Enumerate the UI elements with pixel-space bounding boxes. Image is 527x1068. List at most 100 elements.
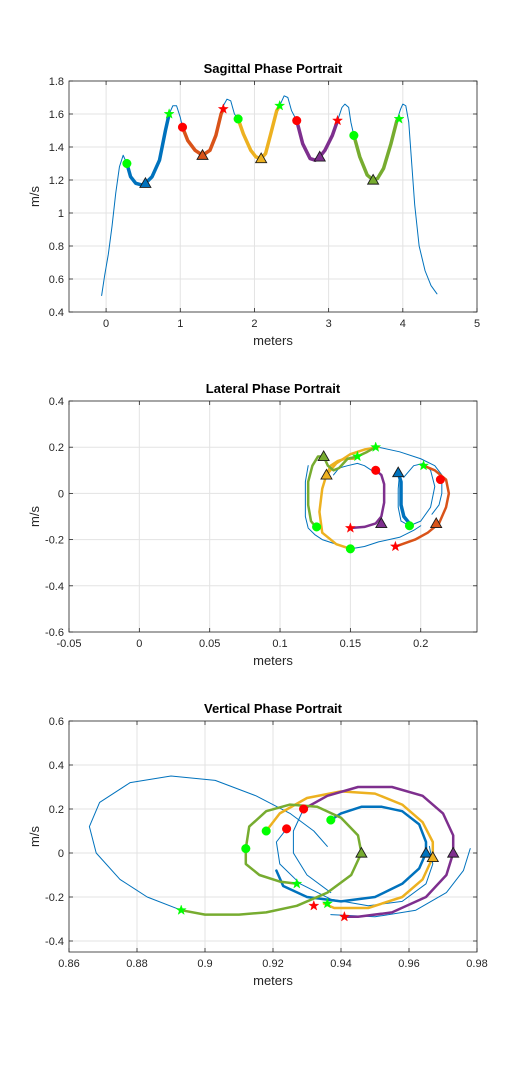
series-line: [88, 775, 328, 911]
x-tick-label: 0.92: [262, 958, 283, 970]
x-tick-label: 0.86: [58, 958, 79, 970]
x-tick-label: 0: [136, 638, 142, 650]
circle-marker: [292, 116, 302, 126]
triangle-marker: [426, 850, 440, 862]
y-tick-label: 0.4: [49, 396, 64, 408]
circle-marker: [404, 521, 415, 531]
circle-marker: [349, 130, 359, 140]
series-line: [349, 469, 386, 530]
chart-title: Sagittal Phase Portrait: [204, 61, 343, 76]
star-marker: [321, 897, 333, 909]
triangle-marker: [254, 152, 268, 164]
y-tick-label: -0.2: [45, 892, 64, 904]
x-tick-label: 5: [474, 318, 480, 330]
x-tick-label: 3: [326, 318, 332, 330]
x-tick-label: -0.05: [56, 638, 81, 650]
chart-vertical: 0.86 0.88 0.9 0.92 0.94 0.96 0.98 -0.4 -0.2 0 0.2 0…: [27, 701, 488, 988]
x-tick-label: 0.88: [126, 958, 147, 970]
series-line: [244, 847, 299, 886]
x-axis-label: meters: [253, 333, 293, 348]
star-marker: [332, 114, 344, 126]
curves: [304, 445, 451, 551]
plot-area: [69, 81, 477, 312]
y-tick-label: -0.6: [45, 627, 64, 639]
star-marker: [175, 904, 187, 915]
tick-labels: 0 1 2 3 4 5 0.4 0.6 0.8 1 1.2 1.4 1.6 1.8: [49, 76, 480, 330]
markers: [312, 441, 445, 554]
star-marker: [217, 103, 229, 114]
series-line: [378, 446, 443, 515]
series-line: [292, 808, 332, 894]
y-tick-label: 0.4: [49, 307, 64, 319]
y-tick-label: 0.4: [49, 760, 64, 772]
x-tick-label: 0.15: [340, 638, 361, 650]
star-marker: [308, 899, 320, 911]
circle-marker: [282, 824, 292, 834]
circle-marker: [122, 158, 132, 169]
chart-lateral: -0.05 0 0.05 0.1 0.15 0.2-0.6-0.4-0.200.20.4 …: [27, 381, 478, 668]
chart-title: Vertical Phase Portrait: [204, 701, 343, 716]
x-tick-label: 0.1: [272, 638, 287, 650]
y-tick-label: 0.6: [49, 716, 64, 728]
x-tick-label: 4: [400, 318, 406, 330]
y-tick-label: 1.8: [49, 76, 64, 88]
series-line: [275, 828, 434, 907]
y-tick-label: 0.6: [49, 274, 64, 286]
y-tick-label: 1.6: [49, 109, 64, 121]
triangle-marker: [139, 176, 152, 188]
triangle-marker: [366, 173, 380, 185]
star-marker: [291, 877, 303, 889]
triangle-marker: [196, 148, 209, 160]
series-line: [264, 790, 435, 910]
circle-marker: [371, 465, 381, 475]
y-axis-label: m/s: [27, 506, 42, 527]
circle-marker: [435, 474, 445, 485]
circle-marker: [233, 114, 243, 124]
x-tick-label: 0.98: [466, 958, 487, 970]
y-tick-label: -0.4: [45, 581, 64, 593]
triangle-marker: [355, 846, 368, 858]
tick-labels: 0.86 0.88 0.9 0.92 0.94 0.96 0.98 -0.4 -0.2 0 0.2 0…: [45, 716, 488, 970]
star-marker: [274, 99, 286, 111]
circle-marker: [326, 815, 336, 825]
chart-title: Lateral Phase Portrait: [206, 381, 341, 396]
triangle-marker: [419, 846, 433, 858]
y-tick-label: 0: [58, 848, 64, 860]
y-tick-label: 1.4: [49, 142, 64, 154]
star-marker: [370, 441, 382, 452]
y-tick-label: 0.2: [49, 804, 64, 816]
chart-sagittal: 0 1 2 3 4 5 0.4 0.6 0.8 1 1.2 1.4 1.6 1.8 Sagittal Ph…: [27, 61, 480, 348]
star-marker: [389, 540, 401, 552]
x-tick-label: 0: [103, 318, 109, 330]
triangle-marker: [313, 150, 327, 162]
circle-marker: [177, 122, 188, 132]
series-line: [394, 464, 451, 548]
x-tick-label: 0.05: [199, 638, 220, 650]
series-line: [306, 455, 325, 530]
triangle-marker: [429, 517, 443, 529]
triangle-marker: [375, 517, 388, 529]
star-marker: [163, 108, 175, 119]
markers: [175, 804, 460, 922]
triangle-marker: [317, 450, 330, 462]
y-tick-label: 0: [58, 488, 64, 500]
x-tick-label: 2: [251, 318, 257, 330]
star-marker: [393, 113, 405, 124]
series-line: [352, 117, 401, 182]
circle-marker: [299, 804, 309, 814]
series-line: [302, 785, 455, 919]
circle-marker: [261, 826, 271, 836]
star-marker: [418, 459, 430, 471]
y-tick-label: 0.2: [49, 442, 64, 454]
triangle-marker: [446, 846, 460, 858]
axes-frame: [68, 400, 478, 633]
plot-area: [69, 401, 477, 632]
tick-labels: -0.05 0 0.05 0.1 0.15 0.2 -0.6 -0.4 -0.2 0 0.2 0.4: [45, 396, 477, 650]
y-tick-label: 1.2: [49, 175, 64, 187]
x-tick-label: 0.94: [330, 958, 351, 970]
circle-marker: [345, 544, 355, 554]
series-line: [397, 462, 436, 527]
star-marker: [351, 450, 363, 462]
series-line: [396, 470, 412, 526]
y-tick-label: -0.2: [45, 535, 64, 547]
